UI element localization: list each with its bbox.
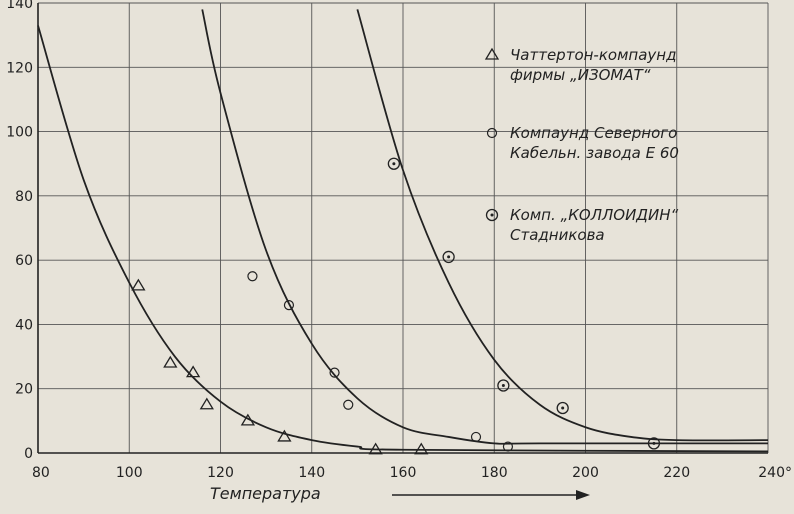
x-axis-arrow-head bbox=[576, 490, 590, 500]
y-tick-label: 100 bbox=[6, 125, 33, 141]
data-point-series-3 bbox=[387, 157, 401, 170]
legend-label-line: Кабельн. завода Е 60 bbox=[510, 144, 679, 162]
y-tick-label: 80 bbox=[15, 189, 33, 205]
data-point-series-3 bbox=[442, 250, 455, 264]
x-tick-label: 240° bbox=[758, 465, 792, 481]
x-tick-label: 220 bbox=[663, 465, 690, 481]
legend-label-line: Компаунд Северного bbox=[510, 124, 677, 142]
x-tick-label: 200 bbox=[572, 465, 599, 481]
data-point-series-3-center bbox=[561, 406, 565, 410]
legend: Чаттертон-компаунд фирмы „ИЗОМАТ“ Компаунд… bbox=[484, 46, 679, 244]
x-axis-title-group: Температура bbox=[210, 484, 590, 503]
data-point-series-1 bbox=[163, 355, 178, 368]
data-point-series-1 bbox=[414, 442, 429, 455]
y-tick-label: 0 bbox=[24, 446, 33, 462]
x-axis-title: Температура bbox=[210, 484, 321, 503]
axes: 0 20 40 60 80 100 120 140 80 100 120 140 160 180 200 22… bbox=[6, 0, 792, 481]
legend-marker-3-center bbox=[490, 213, 494, 217]
legend-marker-3 bbox=[485, 208, 499, 222]
y-tick-label: 60 bbox=[15, 253, 33, 269]
legend-label-line: Чаттертон-компаунд bbox=[510, 46, 676, 64]
legend-label-line: Стадникова bbox=[510, 226, 605, 244]
data-point-series-1 bbox=[240, 413, 256, 426]
data-point-series-2 bbox=[329, 367, 340, 378]
data-point-series-3 bbox=[556, 401, 569, 415]
data-point-series-3-center bbox=[501, 384, 505, 387]
data-point-series-2 bbox=[283, 300, 295, 311]
legend-label-2: Компаунд Северного Кабельн. завода Е 60 bbox=[510, 124, 679, 162]
legend-label-line: фирмы „ИЗОМАТ“ bbox=[510, 66, 651, 84]
y-tick-label: 40 bbox=[15, 317, 33, 333]
x-tick-label: 160 bbox=[390, 465, 417, 481]
x-tick-label: 140 bbox=[298, 465, 325, 481]
legend-label-3: Комп. „КОЛЛОИДИН“ Стадникова bbox=[510, 206, 679, 244]
data-point-series-1 bbox=[185, 365, 201, 378]
fitted-curve-1 bbox=[37, 25, 769, 453]
data-point-series-3-center bbox=[652, 441, 656, 445]
data-point-series-2 bbox=[502, 441, 514, 452]
legend-marker-2 bbox=[486, 127, 498, 139]
x-tick-label: 120 bbox=[207, 465, 234, 481]
data-point-series-2 bbox=[343, 399, 354, 410]
data-point-series-2 bbox=[247, 271, 258, 282]
fitted-curve-2 bbox=[201, 9, 768, 445]
x-tick-label: 80 bbox=[32, 465, 50, 481]
data-points bbox=[131, 157, 661, 455]
y-tick-label: 20 bbox=[15, 382, 33, 398]
data-point-series-1 bbox=[277, 429, 292, 442]
data-point-series-3 bbox=[497, 379, 510, 392]
legend-marker-1 bbox=[484, 47, 500, 60]
x-tick-label: 100 bbox=[116, 465, 143, 481]
data-point-series-2 bbox=[470, 431, 482, 443]
y-tick-label: 120 bbox=[6, 60, 33, 76]
data-point-series-1 bbox=[368, 442, 383, 455]
data-point-series-1 bbox=[199, 397, 214, 410]
data-point-series-3-center bbox=[447, 255, 451, 259]
grid bbox=[38, 2, 769, 453]
data-point-series-1 bbox=[131, 278, 146, 291]
legend-label-1: Чаттертон-компаунд фирмы „ИЗОМАТ“ bbox=[510, 46, 676, 84]
x-tick-label: 180 bbox=[481, 465, 508, 481]
data-point-series-3 bbox=[647, 437, 661, 450]
data-point-series-3-center bbox=[392, 162, 396, 166]
legend-label-line: Комп. „КОЛЛОИДИН“ bbox=[510, 206, 679, 224]
y-tick-label: 140 bbox=[6, 0, 33, 12]
